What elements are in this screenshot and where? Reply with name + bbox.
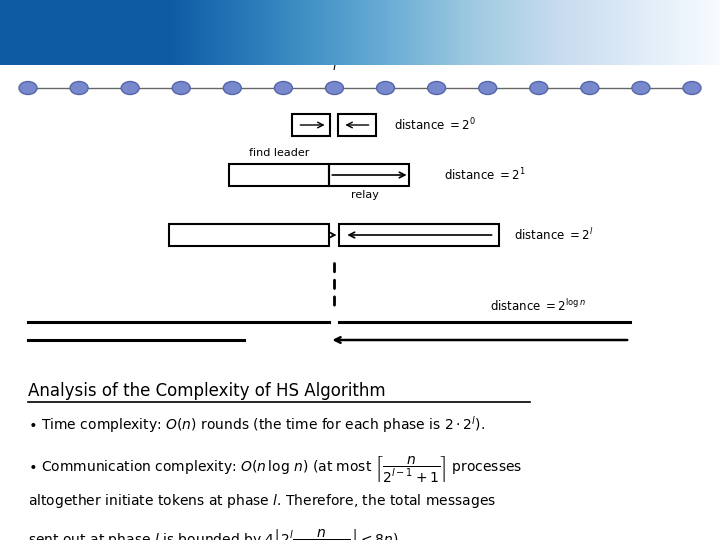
Ellipse shape <box>121 82 139 94</box>
Ellipse shape <box>19 82 37 94</box>
Text: altogether initiate tokens at phase $l$. Therefore, the total messages: altogether initiate tokens at phase $l$.… <box>28 492 496 510</box>
Ellipse shape <box>172 82 190 94</box>
Ellipse shape <box>70 82 88 94</box>
Bar <box>330 164 410 186</box>
Ellipse shape <box>683 82 701 94</box>
Text: $i$: $i$ <box>332 59 337 73</box>
Text: $\bullet$ Time complexity: $O(n)$ rounds (the time for each phase is $2 \cdot 2^: $\bullet$ Time complexity: $O(n)$ rounds… <box>28 414 485 435</box>
Ellipse shape <box>274 82 292 94</box>
Text: distance $= 2^{\log n}$: distance $= 2^{\log n}$ <box>490 298 586 314</box>
Text: $\bullet$ Communication complexity: $O(n\,\log\,n)$ (at most $\left\lceil \dfrac: $\bullet$ Communication complexity: $O(n… <box>28 454 522 484</box>
Ellipse shape <box>479 82 497 94</box>
Text: distance $= 2^0$: distance $= 2^0$ <box>395 117 477 133</box>
Bar <box>169 224 330 246</box>
Text: sent out at phase $l$ is bounded by $4\left\lfloor 2^l \dfrac{n}{2^{l-1}+1} \rig: sent out at phase $l$ is bounded by $4\l… <box>28 527 403 540</box>
Bar <box>339 224 500 246</box>
Ellipse shape <box>325 82 343 94</box>
Bar <box>292 114 330 136</box>
Text: Analysis of the Complexity of HS Algorithm: Analysis of the Complexity of HS Algorit… <box>28 382 386 400</box>
Ellipse shape <box>223 82 241 94</box>
Ellipse shape <box>632 82 650 94</box>
Text: find leader: find leader <box>249 148 310 158</box>
Bar <box>230 164 330 186</box>
Text: distance $= 2^1$: distance $= 2^1$ <box>444 167 526 183</box>
Ellipse shape <box>377 82 395 94</box>
Ellipse shape <box>428 82 446 94</box>
Text: relay: relay <box>351 190 379 200</box>
Ellipse shape <box>530 82 548 94</box>
Bar <box>338 114 377 136</box>
Text: distance $= 2^l$: distance $= 2^l$ <box>515 227 594 243</box>
Ellipse shape <box>581 82 599 94</box>
